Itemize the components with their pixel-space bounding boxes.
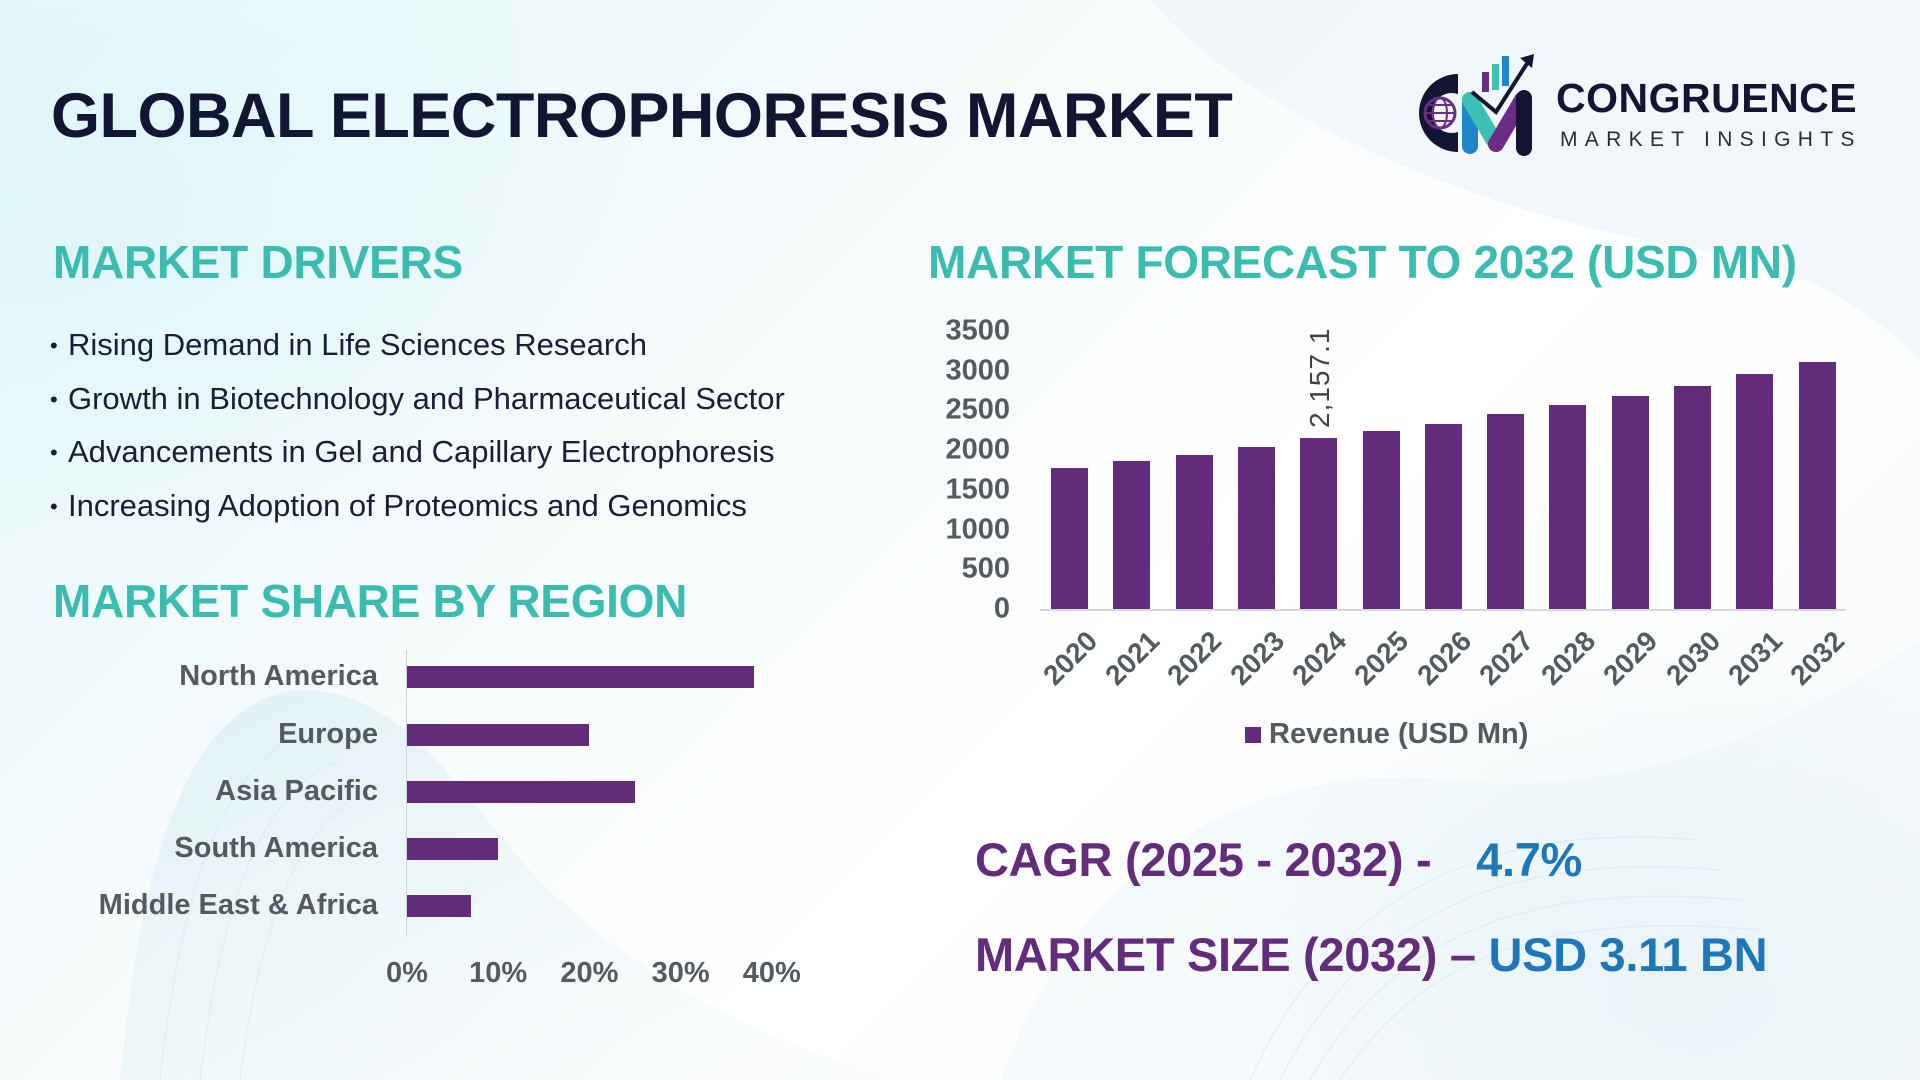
x-axis-line [1040, 609, 1846, 611]
market-size-label: MARKET SIZE (2032) – [975, 928, 1476, 981]
market-drivers-list: • Rising Demand in Life Sciences Research… [50, 322, 785, 536]
x-axis-tick-label: 2030 [1659, 625, 1726, 691]
forecast-bar-2029 [1611, 396, 1649, 609]
cagr-value: 4.7% [1476, 833, 1583, 886]
bullet-icon: • [50, 493, 58, 519]
market-drivers-title: MARKET DRIVERS [53, 236, 463, 288]
forecast-bar-2021 [1113, 460, 1151, 609]
page-title: GLOBAL ELECTROPHORESIS MARKET [51, 81, 1233, 151]
forecast-bar-2030 [1674, 386, 1711, 609]
forecast-bar-2023 [1237, 447, 1275, 609]
driver-item: • Increasing Adoption of Proteomics and G… [50, 483, 785, 537]
driver-text: Advancements in Gel and Capillary Electr… [68, 434, 775, 469]
region-bar [407, 724, 590, 746]
market-share-title: MARKET SHARE BY REGION [53, 575, 688, 627]
y-axis-tick-label: 2500 [945, 393, 1010, 426]
region-bar [407, 838, 499, 860]
legend-swatch-icon [1245, 726, 1261, 743]
x-axis-tick-label: 40% [742, 957, 801, 989]
forecast-bar-2026 [1424, 424, 1462, 609]
y-axis-tick-label: 500 [961, 552, 1010, 585]
logo-name: CONGRUENCE [1556, 75, 1858, 121]
x-axis-tick-label: 2032 [1784, 625, 1851, 691]
y-axis-tick-label: 1000 [945, 513, 1010, 546]
x-axis-tick-label: 2021 [1099, 625, 1166, 691]
x-axis-tick-label: 10% [469, 957, 528, 989]
bullet-icon: • [50, 333, 58, 358]
driver-item: • Growth in Biotechnology and Pharmaceuti… [50, 376, 785, 430]
market-size-value: USD 3.11 BN [1488, 928, 1768, 981]
cm-chart-globe-logo-icon [1419, 54, 1534, 156]
company-logo: CONGRUENCE MARKET INSIGHTS [1400, 52, 1880, 162]
region-label: Asia Pacific [215, 775, 378, 807]
x-axis-tick-label: 2024 [1286, 625, 1353, 691]
region-share-bar-chart: North America Europe Asia Pacific South Ame… [0, 640, 900, 1000]
driver-item: • Advancements in Gel and Capillary Elect… [50, 429, 785, 483]
chart-legend: Revenue (USD Mn) [1245, 718, 1528, 751]
y-axis-tick-label: 2000 [945, 433, 1010, 466]
region-bar [407, 895, 471, 917]
y-axis-tick-label: 3000 [945, 354, 1010, 387]
cagr-label: CAGR (2025 - 2032) - [975, 833, 1432, 886]
region-label: Europe [278, 718, 378, 750]
forecast-bar-2024 [1300, 437, 1338, 609]
forecast-bar-2028 [1549, 404, 1587, 609]
region-label: Middle East & Africa [98, 889, 378, 921]
logo-subtitle: MARKET INSIGHTS [1560, 128, 1862, 151]
revenue-forecast-bar-chart: Revenue (USD Mn) 3500 3000 2500 2000 1500 100… [900, 300, 1920, 760]
driver-text: Growth in Biotechnology and Pharmaceutic… [68, 380, 785, 416]
region-label: South America [174, 832, 378, 864]
legend-label: Revenue (USD Mn) [1269, 718, 1529, 750]
driver-text: Rising Demand in Life Sciences Research [68, 327, 647, 362]
x-axis-tick-label: 2031 [1722, 625, 1789, 691]
cagr-stat: CAGR (2025 - 2032) - 4.7% [975, 832, 1582, 887]
forecast-bar-2025 [1362, 431, 1400, 609]
x-axis-tick-label: 2027 [1473, 625, 1540, 691]
x-axis-tick-label: 2029 [1597, 625, 1664, 691]
x-axis-tick-label: 2026 [1410, 625, 1477, 691]
region-y-axis [406, 650, 407, 935]
driver-text: Increasing Adoption of Proteomics and Ge… [68, 487, 747, 523]
x-axis-tick-label: 30% [651, 957, 710, 989]
forecast-bar-2031 [1736, 374, 1774, 609]
forecast-bar-2032 [1798, 361, 1836, 609]
forecast-bar-2027 [1487, 414, 1525, 609]
x-axis-tick-label: 2028 [1535, 625, 1602, 691]
x-axis-tick-label: 2025 [1348, 625, 1415, 691]
x-axis-tick-label: 2022 [1161, 625, 1228, 691]
driver-item: • Rising Demand in Life Sciences Research [50, 322, 785, 376]
y-axis-tick-label: 0 [993, 592, 1010, 625]
region-label: North America [179, 660, 378, 692]
forecast-bar-2022 [1175, 454, 1213, 609]
region-bar [407, 781, 635, 803]
bullet-icon: • [50, 440, 58, 465]
market-forecast-title: MARKET FORECAST TO 2032 (USD MN) [928, 236, 1797, 288]
y-axis-tick-label: 1500 [945, 473, 1010, 506]
x-axis-tick-label: 20% [560, 957, 619, 989]
bullet-icon: • [50, 386, 58, 412]
market-size-stat: MARKET SIZE (2032) – USD 3.11 BN [975, 927, 1768, 982]
y-axis-tick-label: 3500 [945, 314, 1010, 347]
region-bar [407, 666, 754, 688]
x-axis-tick-label: 0% [386, 957, 428, 989]
x-axis-tick-label: 2020 [1036, 625, 1103, 691]
forecast-bar-2020 [1051, 468, 1088, 609]
x-axis-tick-label: 2023 [1223, 625, 1290, 691]
bar-data-label: 2,157.1 [1304, 327, 1336, 428]
